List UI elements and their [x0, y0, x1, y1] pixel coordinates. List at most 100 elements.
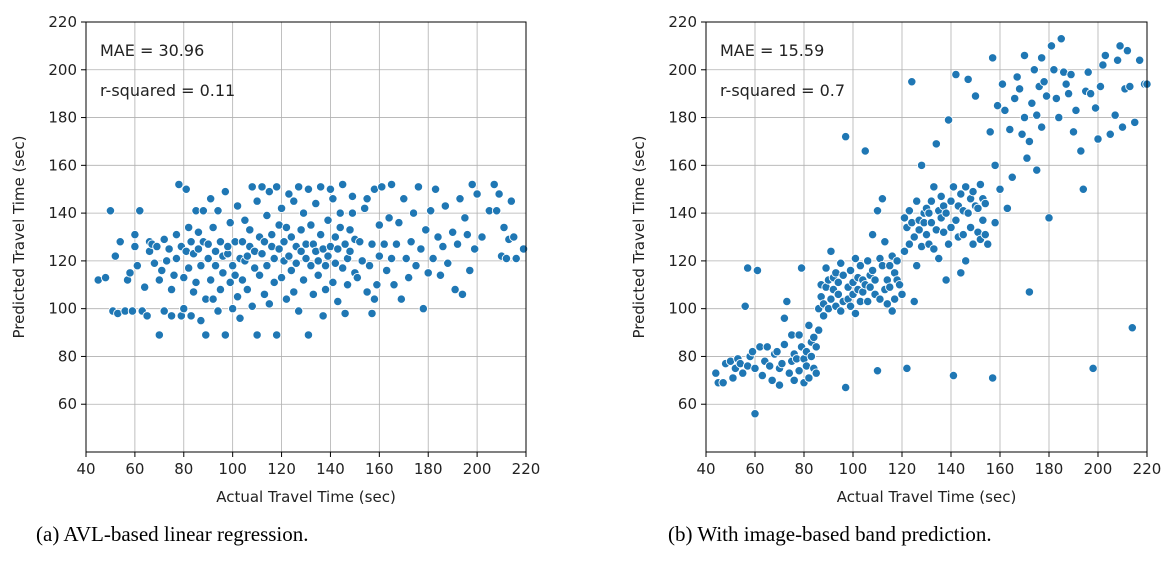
data-point [767, 375, 777, 385]
data-point [811, 368, 821, 378]
data-point [342, 280, 353, 290]
mae-annotation: MAE = 30.96 [100, 41, 204, 60]
data-point [127, 306, 138, 316]
y-tick-label: 80 [678, 347, 697, 365]
data-point [789, 375, 799, 385]
data-point [1078, 184, 1088, 194]
data-point [372, 280, 382, 290]
data-point [345, 246, 355, 256]
data-point [470, 244, 480, 254]
data-point [907, 77, 917, 87]
data-points [93, 179, 529, 340]
data-point [1095, 81, 1106, 92]
y-tick-label: 200 [48, 61, 77, 79]
data-point [399, 194, 409, 204]
data-point [889, 294, 900, 304]
data-point [867, 265, 878, 276]
data-point [956, 268, 966, 278]
data-point [980, 198, 990, 209]
data-point [272, 330, 282, 340]
data-point [264, 299, 274, 309]
data-point [115, 237, 125, 247]
data-point [963, 208, 973, 218]
data-point [455, 194, 465, 204]
data-point [435, 270, 446, 280]
data-point [804, 373, 814, 383]
data-point [863, 296, 873, 307]
data-point [743, 263, 753, 273]
data-point [413, 182, 424, 192]
data-point [978, 215, 988, 225]
data-point [171, 253, 182, 264]
data-point [396, 294, 406, 304]
data-point [262, 261, 272, 271]
data-point [718, 378, 728, 388]
y-axis: 60 80 100 120 140 160 180 200 220 [48, 13, 86, 413]
data-point [929, 182, 939, 192]
data-point [462, 229, 472, 240]
data-point [198, 206, 208, 216]
data-point [228, 304, 238, 314]
data-point [421, 225, 431, 235]
data-point [968, 186, 978, 197]
data-point [338, 263, 348, 273]
data-point [765, 361, 775, 371]
x-tick-label: 160 [365, 460, 394, 478]
data-point [1056, 34, 1066, 44]
data-point [401, 253, 411, 264]
data-point [894, 280, 905, 290]
x-axis: 40 60 80 100 120 140 160 180 200 220 [696, 452, 1161, 478]
data-point [218, 268, 228, 278]
data-point [921, 229, 932, 240]
data-point [323, 215, 333, 225]
data-point [509, 232, 519, 242]
data-point [499, 222, 509, 233]
y-tick-label: 160 [668, 156, 697, 174]
data-point [274, 244, 284, 254]
data-point [269, 277, 279, 288]
data-point [875, 294, 885, 304]
data-point [975, 179, 986, 190]
y-tick-label: 60 [678, 395, 697, 413]
data-point [934, 253, 944, 264]
x-tick-label: 160 [986, 460, 1015, 478]
data-point [990, 160, 1000, 170]
data-point [438, 241, 448, 252]
data-point [970, 91, 981, 101]
data-point [208, 222, 218, 233]
data-point [428, 253, 438, 264]
data-point [254, 270, 265, 280]
y-tick-label: 140 [668, 204, 697, 222]
data-point [1029, 65, 1039, 75]
y-tick-label: 200 [668, 61, 697, 79]
data-point [247, 182, 257, 192]
data-point [750, 409, 760, 419]
data-point [885, 261, 895, 271]
y-tick-label: 60 [58, 395, 77, 413]
data-point [943, 239, 954, 249]
data-point [166, 284, 177, 295]
data-point [311, 198, 321, 209]
data-point [951, 69, 961, 80]
data-point [752, 265, 763, 276]
data-point [995, 184, 1005, 194]
data-point [257, 249, 267, 259]
y-tick-label: 140 [48, 204, 77, 222]
data-point [506, 196, 516, 206]
data-point [965, 222, 976, 233]
data-point [186, 237, 196, 247]
data-point [130, 241, 140, 252]
data-point [262, 210, 272, 221]
data-point [492, 206, 502, 216]
data-point [149, 258, 160, 268]
data-point [303, 330, 314, 340]
data-point [904, 206, 914, 216]
data-point [779, 339, 790, 350]
data-point [987, 373, 998, 383]
data-point [1083, 67, 1093, 77]
y-tick-label: 160 [48, 156, 77, 174]
data-point [987, 53, 998, 63]
x-axis: 40 60 80 100 120 140 160 180 200 220 [76, 452, 540, 478]
data-point [948, 370, 959, 381]
data-point [374, 251, 384, 261]
